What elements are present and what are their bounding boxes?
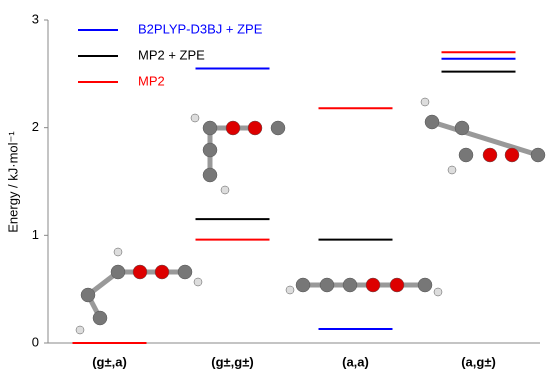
- chart: Energy / kJ·mol⁻¹ 0 1 2 3 (g±,a) (g±,g±) (a,a)…: [0, 0, 549, 375]
- y-tick-label: 0: [32, 334, 39, 349]
- y-axis-label: Energy / kJ·mol⁻¹: [5, 131, 20, 233]
- y-tick-label: 2: [32, 119, 39, 134]
- legend-label: MP2: [138, 73, 165, 88]
- x-tick-label: (g±,a): [92, 354, 127, 369]
- y-tick-label: 3: [32, 11, 39, 26]
- y-tick-label: 1: [32, 227, 39, 242]
- molecule-ga: [76, 248, 202, 334]
- x-tick-label: (a,a): [342, 354, 369, 369]
- x-tick-label: (a,g±): [461, 354, 496, 369]
- molecule-ag: [421, 98, 545, 174]
- legend-label: MP2 + ZPE: [138, 47, 205, 62]
- molecule-aa: [286, 278, 442, 296]
- legend-label: B2PLYP-D3BJ + ZPE: [138, 21, 263, 36]
- molecule-gg: [191, 114, 285, 194]
- molecules: [76, 98, 545, 334]
- x-tick-label: (g±,g±): [211, 354, 253, 369]
